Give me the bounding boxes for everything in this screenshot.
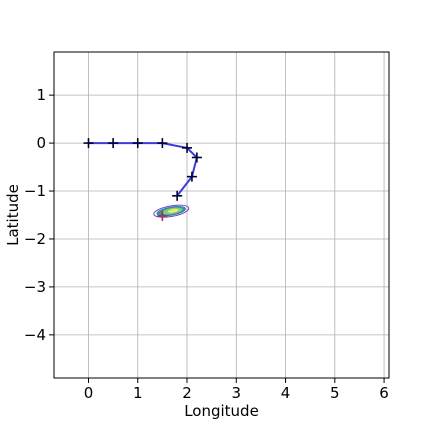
x-tick-label: 0 <box>84 384 94 402</box>
grid <box>54 52 389 378</box>
series-line <box>88 142 198 197</box>
y-tick-label: 1 <box>36 86 46 104</box>
x-axis-label: Longitude <box>184 402 259 420</box>
series-layer <box>88 142 198 197</box>
uncertainty-ellipse <box>153 204 190 218</box>
x-tick-label: 3 <box>232 384 242 402</box>
plot-frame <box>53 51 390 379</box>
y-tick-label: −2 <box>24 230 46 248</box>
y-tick-label: −3 <box>24 278 46 296</box>
y-tick-label: −1 <box>24 182 46 200</box>
y-tick-label: −4 <box>24 326 46 344</box>
marker-layer <box>83 138 202 221</box>
ellipse-outer-contour <box>153 204 190 218</box>
x-tick-label: 1 <box>133 384 143 402</box>
x-tick-label: 5 <box>330 384 340 402</box>
ellipse-core <box>167 208 179 213</box>
x-tick-label: 4 <box>281 384 291 402</box>
x-tick-label: 6 <box>379 384 389 402</box>
y-axis-label: Latitude <box>4 184 22 246</box>
y-tick-label: 0 <box>36 134 46 152</box>
x-tick-label: 2 <box>182 384 192 402</box>
tick-layer: 0 1 2 3 4 5 6 1 0 −1 −2 −3 −4 <box>24 86 389 402</box>
